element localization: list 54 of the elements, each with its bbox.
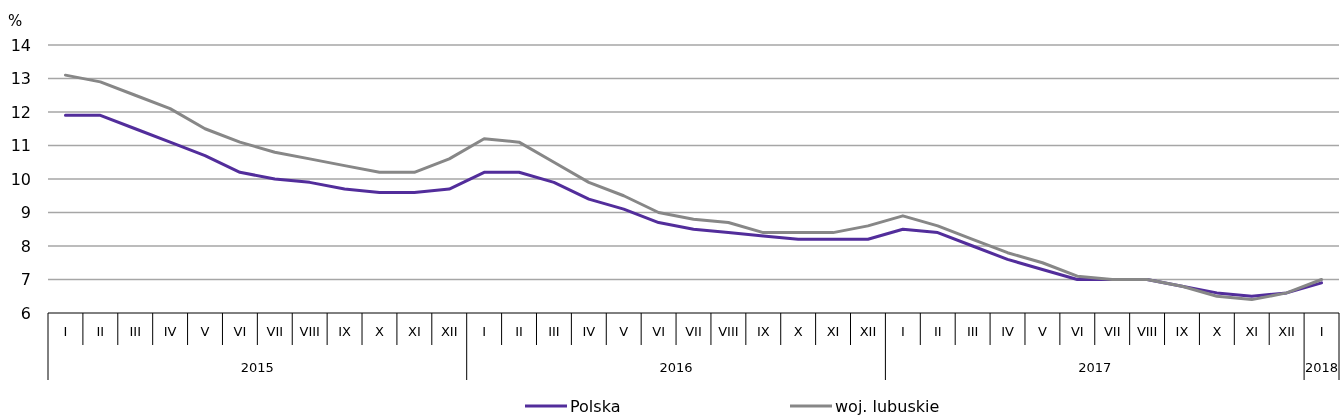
- x-tick-label: IV: [163, 324, 177, 339]
- x-tick-label: I: [1319, 324, 1324, 339]
- x-tick-label: XI: [826, 324, 840, 339]
- x-tick-label: VI: [652, 324, 665, 339]
- x-tick-label: VII: [1103, 324, 1121, 339]
- x-tick-label: VII: [266, 324, 284, 339]
- x-tick-label: VII: [685, 324, 702, 339]
- x-tick-label: I: [900, 324, 905, 339]
- y-tick-label: 10: [10, 169, 31, 189]
- x-tick-label: X: [793, 324, 803, 339]
- x-tick-label: VIII: [1136, 324, 1158, 339]
- x-tick-label: XI: [407, 324, 421, 339]
- x-tick-label: V: [1037, 324, 1047, 339]
- y-tick-label: 8: [20, 236, 31, 256]
- x-tick-label: IX: [1175, 324, 1189, 339]
- x-tick-label: V: [619, 324, 629, 339]
- x-tick-label: XII: [1278, 324, 1295, 339]
- x-tick-label: XII: [859, 324, 877, 339]
- x-tick-label: II: [515, 324, 523, 339]
- x-tick-label: V: [200, 324, 210, 339]
- x-tick-label: IX: [756, 324, 770, 339]
- y-tick-label: 13: [10, 69, 31, 89]
- x-tick-label: III: [966, 324, 979, 339]
- x-tick-label: I: [63, 324, 68, 339]
- x-tick-label: II: [933, 324, 942, 339]
- x-tick-label: VI: [1070, 324, 1084, 339]
- x-tick-label: XII: [440, 324, 458, 339]
- legend-label: woj. lubuskie: [835, 396, 940, 416]
- text: 2017: [1078, 360, 1112, 375]
- y-tick-label: 11: [10, 136, 31, 156]
- line-series: [63, 73, 1324, 302]
- y-tick-label: 12: [10, 102, 31, 122]
- x-tick-label: X: [1212, 324, 1222, 339]
- x-tick-label: I: [482, 324, 487, 339]
- x-tick-label: VIII: [299, 324, 320, 339]
- x-tick-label: IV: [1001, 324, 1014, 339]
- legend-label: Polska: [570, 396, 621, 416]
- x-tick-label: III: [548, 324, 560, 339]
- x-tick-label: II: [96, 324, 105, 339]
- text: 2018: [1305, 360, 1339, 375]
- y-tick-label: 7: [20, 270, 31, 290]
- text: 2016: [659, 360, 693, 375]
- y-tick-label: 9: [20, 203, 31, 223]
- x-tick-label: III: [129, 324, 141, 339]
- x-tick-label: XI: [1245, 324, 1259, 339]
- x-tick-label: VI: [233, 324, 247, 339]
- x-tick-label: VIII: [718, 324, 739, 339]
- x-tick-label: IX: [338, 324, 352, 339]
- x-tick-label: IV: [582, 324, 596, 339]
- y-tick-label: 14: [10, 35, 31, 55]
- y-axis-title: %: [8, 12, 23, 30]
- text: 2015: [240, 360, 274, 375]
- x-tick-label: X: [375, 324, 385, 339]
- y-tick-label: 6: [20, 303, 31, 323]
